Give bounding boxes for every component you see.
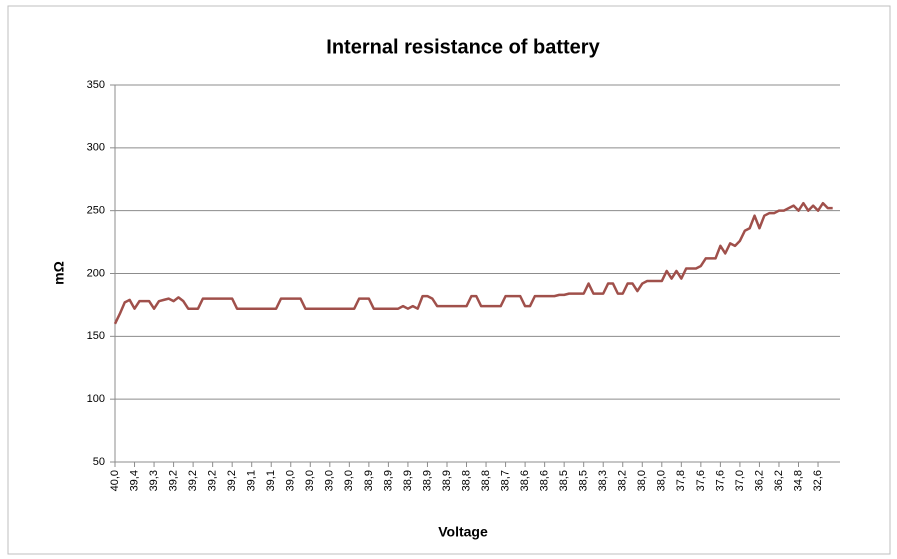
x-tick-label: 38,8 <box>460 470 472 491</box>
y-axis-title: mΩ <box>51 261 67 285</box>
x-tick-label: 32,6 <box>812 470 824 491</box>
x-tick-label: 39,2 <box>167 470 179 491</box>
x-tick-label: 39,0 <box>285 470 297 491</box>
x-tick-label: 37,6 <box>714 470 726 491</box>
x-tick-label: 38,0 <box>636 470 648 491</box>
x-tick-label: 38,9 <box>421 470 433 491</box>
y-tick-label: 200 <box>87 267 105 279</box>
x-tick-label: 38,7 <box>499 470 511 491</box>
x-axis-title: Voltage <box>438 524 488 540</box>
x-tick-label: 39,2 <box>226 470 238 491</box>
y-tick-label: 250 <box>87 205 105 217</box>
x-tick-label: 37,6 <box>695 470 707 491</box>
x-tick-label: 38,0 <box>656 470 668 491</box>
x-tick-label: 36,2 <box>773 470 785 491</box>
x-tick-label: 38,5 <box>558 470 570 491</box>
x-tick-label: 37,8 <box>675 470 687 491</box>
x-tick-label: 39,0 <box>343 470 355 491</box>
x-tick-label: 38,3 <box>597 470 609 491</box>
x-tick-label: 39,0 <box>304 470 316 491</box>
x-tick-label: 38,9 <box>441 470 453 491</box>
data-line <box>113 201 833 325</box>
x-tick-label: 38,5 <box>578 470 590 491</box>
x-tick-label: 38,6 <box>539 470 551 491</box>
x-tick-label: 39,3 <box>148 470 160 491</box>
y-tick-label: 150 <box>87 330 105 342</box>
chart-frame <box>7 5 891 555</box>
x-tick-label: 34,8 <box>792 470 804 491</box>
y-tick-label: 100 <box>87 393 105 405</box>
x-tick-label: 39,2 <box>207 470 219 491</box>
y-tick-label: 300 <box>87 142 105 154</box>
x-tick-label: 39,1 <box>265 470 277 491</box>
x-tick-label: 39,4 <box>128 470 140 491</box>
x-tick-label: 39,0 <box>324 470 336 491</box>
x-tick-label: 38,8 <box>480 470 492 491</box>
y-tick-label: 350 <box>87 79 105 91</box>
x-tick-label: 36,2 <box>753 470 765 491</box>
x-tick-label: 38,9 <box>363 470 375 491</box>
x-tick-label: 38,9 <box>382 470 394 491</box>
x-tick-label: 39,2 <box>187 470 199 491</box>
x-tick-label: 40,0 <box>109 470 121 491</box>
chart-title: Internal resistance of battery <box>326 36 600 58</box>
x-tick-label: 38,2 <box>617 470 629 491</box>
x-tick-label: 39,1 <box>246 470 258 491</box>
x-tick-label: 37,0 <box>734 470 746 491</box>
y-tick-label: 50 <box>93 456 105 468</box>
x-tick-label: 38,6 <box>519 470 531 491</box>
x-tick-label: 38,9 <box>402 470 414 491</box>
